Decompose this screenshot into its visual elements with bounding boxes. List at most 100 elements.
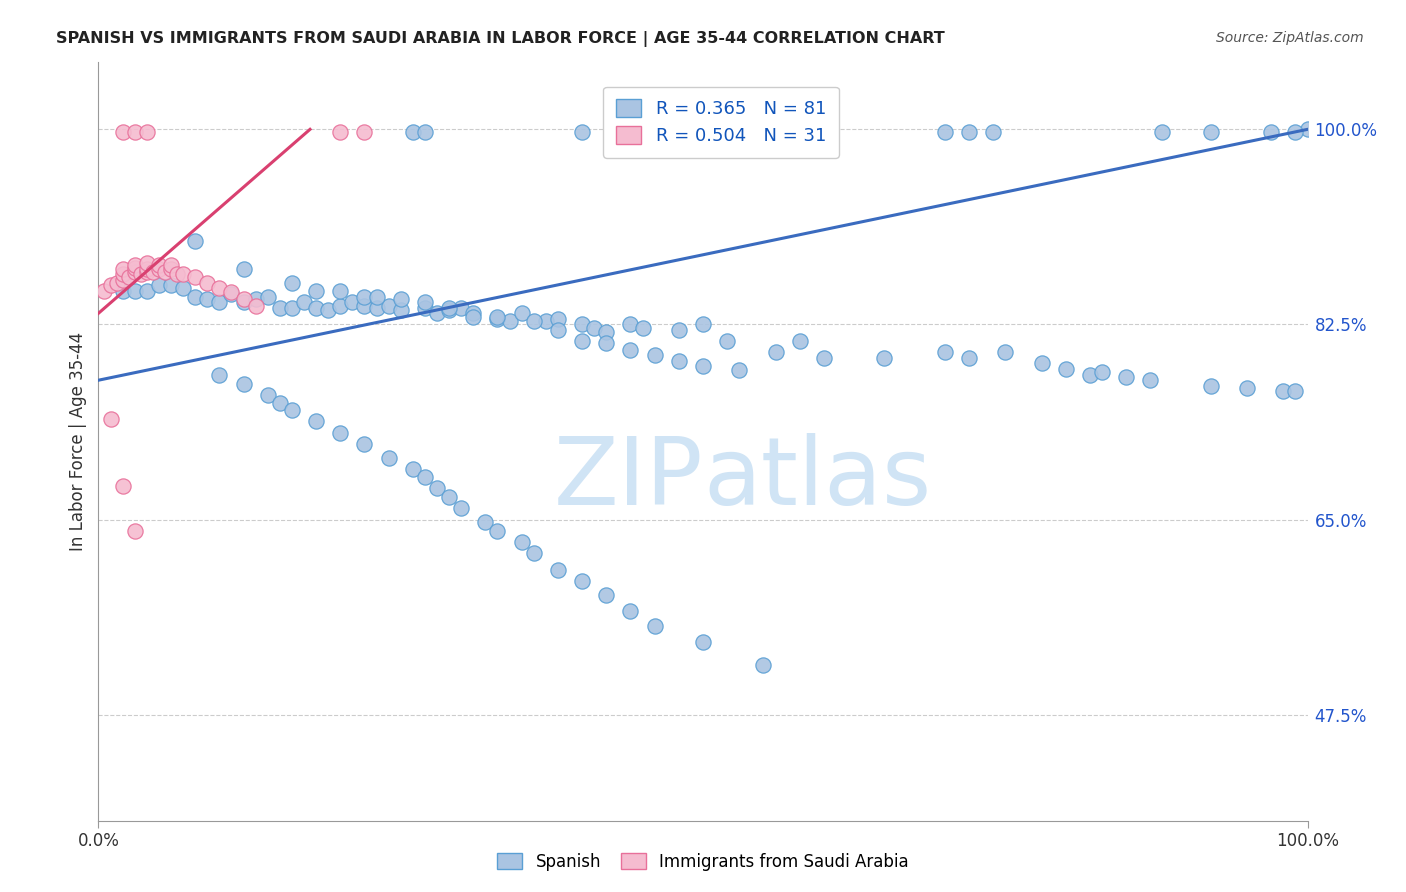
Point [221, 287, 243, 301]
Point [547, 312, 569, 326]
Point [221, 285, 243, 300]
Point [692, 318, 714, 332]
Point [342, 295, 364, 310]
Legend: R = 0.365   N = 81, R = 0.504   N = 31: R = 0.365 N = 81, R = 0.504 N = 31 [603, 87, 838, 158]
Point [1031, 356, 1053, 371]
Point [160, 259, 183, 273]
Point [111, 284, 134, 298]
Point [111, 268, 134, 282]
Point [728, 363, 751, 377]
Point [329, 299, 352, 313]
Point [510, 535, 533, 549]
Point [595, 326, 617, 340]
Point [765, 345, 787, 359]
Point [135, 265, 157, 279]
Point [402, 125, 425, 139]
Point [305, 415, 328, 429]
Point [957, 125, 980, 139]
Point [281, 301, 304, 315]
Point [668, 354, 690, 368]
Point [981, 125, 1004, 139]
Point [366, 290, 388, 304]
Point [474, 515, 496, 529]
Point [305, 284, 328, 298]
Point [184, 290, 207, 304]
Point [148, 261, 170, 276]
Point [377, 299, 399, 313]
Point [450, 301, 472, 315]
Point [547, 563, 569, 577]
Point [195, 277, 218, 291]
Point [486, 312, 509, 326]
Point [595, 589, 617, 603]
Point [571, 574, 593, 588]
Point [124, 265, 146, 279]
Point [644, 347, 666, 362]
Point [142, 265, 165, 279]
Point [172, 281, 194, 295]
Point [1078, 368, 1101, 382]
Point [402, 462, 425, 476]
Point [124, 260, 146, 275]
Point [1284, 384, 1306, 399]
Point [1139, 373, 1161, 387]
Point [100, 412, 122, 426]
Text: Source: ZipAtlas.com: Source: ZipAtlas.com [1216, 31, 1364, 45]
Point [232, 261, 254, 276]
Point [426, 306, 449, 320]
Point [269, 395, 291, 409]
Point [292, 295, 315, 310]
Point [873, 351, 896, 365]
Point [934, 125, 956, 139]
Point [619, 604, 641, 618]
Point [281, 277, 304, 291]
Point [118, 269, 141, 284]
Point [111, 261, 134, 276]
Point [184, 234, 207, 248]
Point [571, 318, 593, 332]
Point [135, 125, 157, 139]
Point [153, 265, 176, 279]
Point [105, 277, 128, 291]
Point [534, 314, 557, 328]
Point [124, 284, 146, 298]
Point [377, 451, 399, 466]
Point [463, 306, 485, 320]
Point [486, 310, 509, 324]
Point [129, 268, 152, 282]
Point [208, 295, 231, 310]
Point [100, 278, 122, 293]
Point [166, 268, 188, 282]
Point [704, 125, 727, 139]
Point [135, 261, 157, 276]
Point [245, 292, 267, 306]
Point [510, 306, 533, 320]
Point [413, 295, 436, 310]
Point [692, 635, 714, 649]
Point [269, 301, 291, 315]
Point [184, 269, 207, 284]
Point [619, 318, 641, 332]
Point [232, 292, 254, 306]
Point [389, 303, 412, 318]
Point [160, 261, 183, 276]
Point [232, 376, 254, 391]
Point [329, 284, 352, 298]
Point [668, 125, 690, 139]
Point [1284, 125, 1306, 139]
Point [498, 314, 520, 328]
Point [366, 301, 388, 315]
Point [135, 284, 157, 298]
Point [111, 273, 134, 287]
Point [619, 343, 641, 358]
Point [1236, 381, 1258, 395]
Point [789, 334, 811, 349]
Point [353, 125, 375, 139]
Point [232, 295, 254, 310]
Point [316, 303, 339, 318]
Text: atlas: atlas [703, 434, 931, 525]
Point [148, 259, 170, 273]
Point [437, 301, 460, 315]
Point [1091, 366, 1114, 380]
Point [583, 321, 606, 335]
